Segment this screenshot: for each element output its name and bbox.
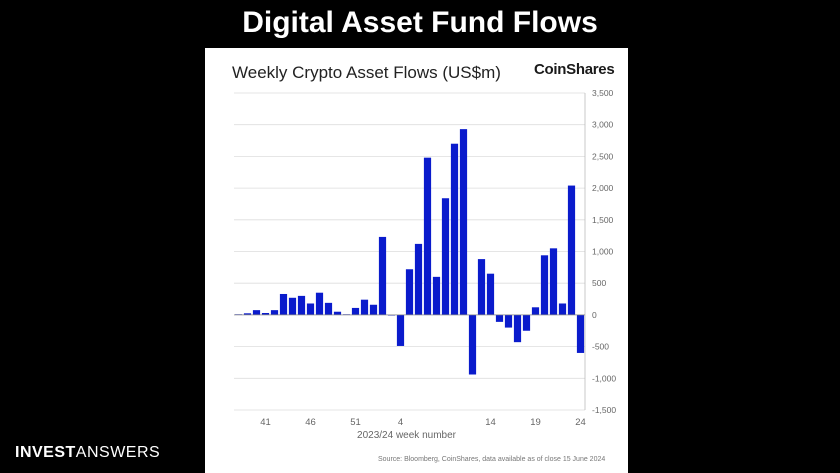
- x-tick-label: 24: [575, 417, 586, 428]
- bar: [432, 276, 441, 315]
- bar: [540, 255, 549, 315]
- y-tick-label: 0: [592, 310, 597, 320]
- bar: [513, 314, 522, 343]
- x-axis-title: 2023/24 week number: [357, 430, 457, 441]
- x-tick-label: 41: [260, 417, 271, 428]
- y-tick-label: -1,500: [592, 405, 616, 415]
- bar: [522, 314, 531, 331]
- bar: [396, 314, 405, 346]
- slide-title: Digital Asset Fund Flows: [242, 6, 598, 39]
- bar: [576, 314, 585, 353]
- bar: [252, 310, 261, 315]
- bar: [324, 302, 333, 315]
- bar: [423, 157, 432, 315]
- chart-title: Weekly Crypto Asset Flows (US$m): [232, 63, 501, 82]
- bar: [288, 297, 297, 315]
- bar: [243, 313, 252, 315]
- bar: [486, 273, 495, 315]
- bar: [450, 143, 459, 315]
- brand-bold: INVEST: [15, 444, 76, 461]
- bar: [468, 314, 477, 375]
- bar: [414, 243, 423, 315]
- bar: [531, 307, 540, 315]
- x-tick-label: 51: [350, 417, 361, 428]
- bar: [477, 259, 486, 315]
- bar: [270, 310, 279, 315]
- bar: [405, 269, 414, 315]
- bar: [441, 198, 450, 315]
- investanswers-logo: INVESTANSWERS: [15, 444, 160, 462]
- x-tick-label: 4: [398, 417, 403, 428]
- bar: [351, 307, 360, 315]
- y-tick-label: 1,000: [592, 247, 614, 257]
- chart-panel: Weekly Crypto Asset Flows (US$m) CoinSha…: [205, 48, 628, 473]
- y-tick-label: -1,000: [592, 373, 616, 383]
- x-tick-label: 19: [530, 417, 541, 428]
- bar: [315, 292, 324, 315]
- bar-chart: -1,500 -1,000 -500 0 500 1,000 1,500 2,000 2,500…: [234, 88, 616, 441]
- y-tick-label: 3,000: [592, 120, 614, 130]
- bar: [567, 185, 576, 315]
- bar: [378, 236, 387, 315]
- y-tick-label: 1,500: [592, 215, 614, 225]
- x-tick-label: 14: [485, 417, 496, 428]
- y-tick-label: 2,500: [592, 151, 614, 161]
- bar: [333, 311, 342, 315]
- bar: [495, 314, 504, 322]
- bar: [306, 303, 315, 315]
- bar: [297, 295, 306, 315]
- coinshares-logo: CoinShares: [534, 61, 615, 78]
- bar: [504, 314, 513, 328]
- x-tick-label: 46: [305, 417, 316, 428]
- bar: [369, 304, 378, 315]
- y-tick-label: 2,000: [592, 183, 614, 193]
- brand-light: ANSWERS: [75, 444, 161, 461]
- bar: [459, 129, 468, 315]
- bar: [261, 312, 270, 315]
- source-note: Source: Bloomberg, CoinShares, data avai…: [378, 456, 606, 463]
- bar: [558, 303, 567, 315]
- y-tick-label: 500: [592, 278, 606, 288]
- y-tick-label: -500: [592, 342, 609, 352]
- bar: [360, 299, 369, 315]
- bar: [279, 293, 288, 315]
- y-tick-label: 3,500: [592, 88, 614, 98]
- bar: [549, 248, 558, 315]
